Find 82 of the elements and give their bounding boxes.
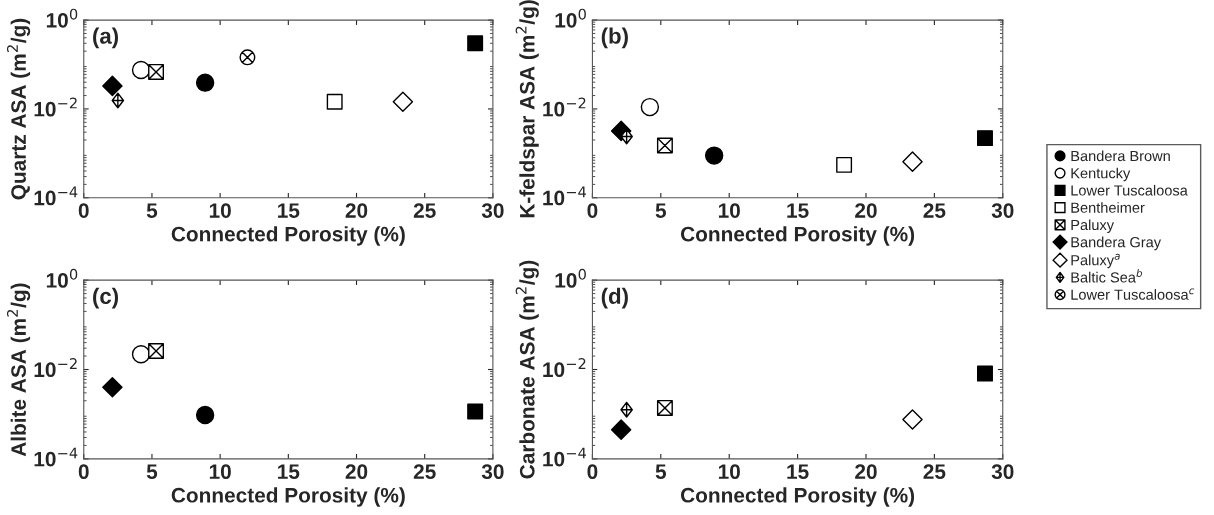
point — [102, 75, 123, 97]
point — [148, 342, 165, 359]
point — [836, 156, 853, 173]
x-tick-label: 5 — [146, 203, 158, 218]
x-tick-label: 20 — [345, 464, 368, 480]
x-tick-label: 10 — [718, 203, 740, 218]
y-tick-label: 10$^{−2}$ — [543, 358, 586, 378]
x-tick-label: 0 — [587, 464, 598, 480]
x-tick-label: 0 — [78, 203, 89, 218]
legend-label: Lower Tuscaloosa — [1071, 184, 1188, 196]
point — [977, 365, 993, 382]
point — [195, 405, 215, 425]
x-tick-label: 30 — [991, 464, 1014, 480]
y-tick-label: 10$^{−4}$ — [543, 447, 586, 467]
point — [640, 97, 660, 117]
point — [902, 151, 923, 172]
point — [977, 130, 993, 147]
x-tick-label: 30 — [481, 203, 504, 218]
y-axis-title: K-feldspar ASA (m$^{2}$/g) — [515, 0, 539, 218]
x-tick-label: 15 — [278, 203, 300, 218]
x-tick-label: 10 — [209, 464, 231, 480]
x-tick-label: 10 — [209, 203, 231, 218]
legend-label: Bandera Gray — [1071, 236, 1162, 251]
y-tick-label: 10$^{0}$ — [46, 8, 78, 28]
point — [467, 35, 484, 52]
y-tick-label: 10$^{−4}$ — [543, 186, 586, 206]
annotation: (c) — [93, 287, 118, 309]
point — [195, 73, 215, 92]
point — [704, 146, 724, 165]
legend-label: Paluxy$^{a}$ — [1071, 253, 1120, 269]
x-tick-label: 15 — [278, 464, 300, 480]
annotation: (a) — [93, 27, 118, 49]
x-tick-label: 10 — [718, 464, 740, 480]
x-tick-label: 25 — [413, 464, 436, 480]
y-tick-label: 10$^{−4}$ — [34, 447, 78, 467]
x-tick-label: 30 — [991, 203, 1014, 218]
legend-label: Baltic Sea$^{b}$ — [1071, 269, 1143, 283]
x-tick-label: 30 — [481, 464, 504, 480]
y-tick-label: 10$^{0}$ — [555, 8, 586, 28]
point — [326, 93, 343, 110]
y-axis-title: Albite ASA (m$^{2}$/g) — [6, 283, 31, 457]
y-tick-label: 10$^{−4}$ — [34, 186, 78, 206]
annotation: (b) — [601, 27, 628, 49]
legend-label: Kentucky — [1071, 167, 1131, 182]
point — [467, 403, 484, 420]
x-tick-label: 5 — [655, 203, 667, 218]
x-axis-title: Connected Porosity (%) — [171, 487, 405, 507]
y-tick-label: 10$^{−2}$ — [34, 97, 77, 117]
x-axis-title: Connected Porosity (%) — [171, 226, 405, 246]
x-tick-label: 0 — [78, 464, 89, 480]
point — [131, 60, 151, 80]
x-tick-label: 25 — [923, 203, 946, 218]
x-tick-label: 20 — [855, 464, 877, 480]
legend-label: Paluxy — [1071, 219, 1115, 233]
point — [902, 409, 923, 430]
point — [131, 345, 151, 364]
y-axis-title: Quartz ASA (m$^{2}$/g) — [6, 18, 31, 200]
point — [102, 377, 123, 398]
point — [610, 419, 632, 440]
annotation: (d) — [601, 287, 628, 309]
y-tick-label: 10$^{0}$ — [555, 268, 586, 288]
x-tick-label: 20 — [345, 203, 368, 218]
x-tick-label: 25 — [413, 203, 436, 218]
x-tick-label: 20 — [855, 203, 877, 218]
x-axis-title: Connected Porosity (%) — [680, 487, 915, 507]
y-tick-label: 10$^{−2}$ — [34, 358, 77, 378]
x-axis-title: Connected Porosity (%) — [680, 226, 915, 246]
legend-label: Bandera Brown — [1071, 150, 1170, 162]
point — [392, 91, 414, 113]
x-tick-label: 15 — [787, 464, 809, 480]
y-tick-label: 10$^{−2}$ — [543, 97, 586, 117]
x-tick-label: 25 — [923, 464, 946, 480]
y-tick-label: 10$^{0}$ — [46, 268, 78, 288]
legend-label: Lower Tuscaloosa$^{c}$ — [1071, 288, 1195, 300]
x-tick-label: 15 — [787, 203, 809, 218]
x-tick-label: 5 — [146, 464, 158, 480]
x-tick-label: 5 — [655, 464, 667, 480]
y-axis-title: Carbonate ASA (m$^{2}$/g) — [515, 260, 539, 479]
point — [148, 63, 165, 80]
x-tick-label: 0 — [587, 203, 598, 218]
point — [656, 399, 673, 416]
legend-label: Bentheimer — [1071, 202, 1145, 213]
